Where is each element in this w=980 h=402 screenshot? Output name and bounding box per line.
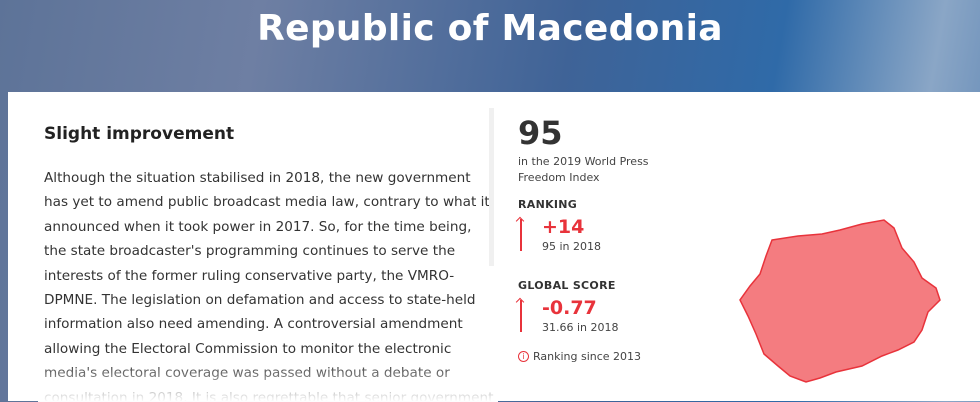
divider (489, 108, 494, 266)
article-heading: Slight improvement (44, 124, 235, 144)
ranking-history-link[interactable]: i Ranking since 2013 (518, 350, 641, 363)
ranking-change: +14 (542, 216, 585, 238)
info-icon: i (518, 351, 529, 362)
ranking-previous: 95 in 2018 (542, 240, 602, 253)
text-fade (38, 362, 498, 402)
score-previous: 31.66 in 2018 (542, 321, 619, 334)
country-card: Slight improvement Although the situatio… (8, 92, 980, 402)
score-label: GLOBAL SCORE (518, 279, 616, 292)
page-title: Republic of Macedonia (257, 8, 723, 49)
score-change: -0.77 (542, 297, 597, 319)
rank-number: 95 (518, 114, 563, 152)
arrow-up-icon (520, 300, 522, 332)
arrow-up-icon (520, 219, 522, 251)
ranking-label: RANKING (518, 198, 578, 211)
country-map (739, 219, 941, 383)
rank-caption: in the 2019 World Press Freedom Index (518, 155, 649, 184)
ranking-history-label: Ranking since 2013 (533, 350, 642, 363)
